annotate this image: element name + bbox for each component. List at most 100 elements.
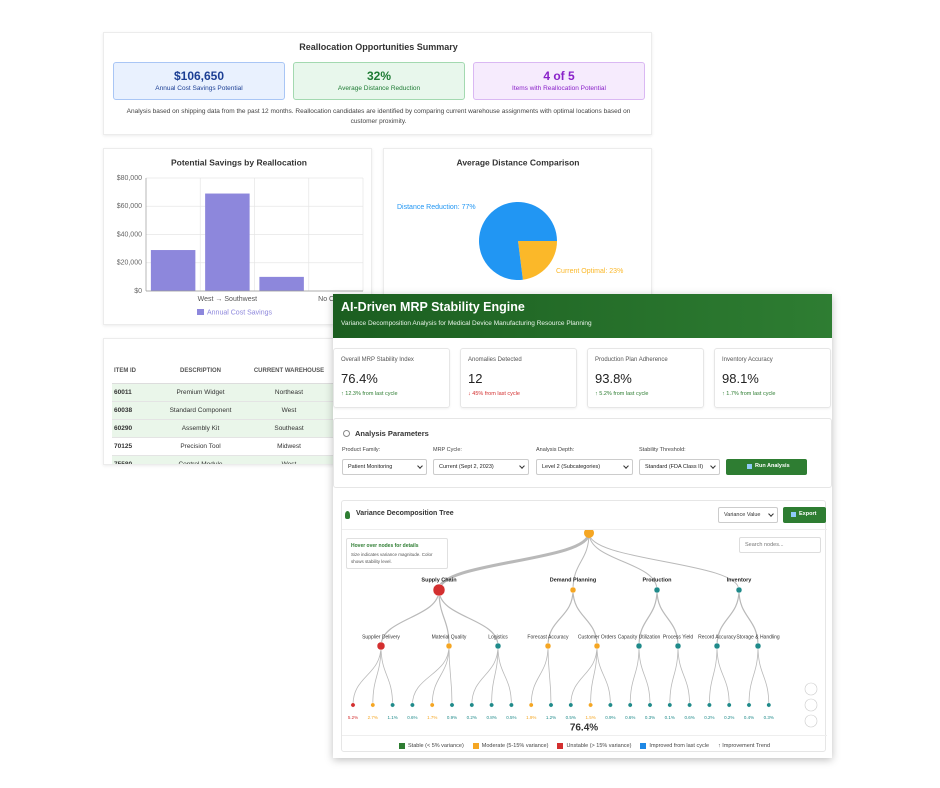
select-chevron — [768, 511, 774, 517]
table-cell: Precision Tool — [180, 443, 221, 450]
select[interactable]: Standard (FDA Class II) — [639, 459, 720, 475]
legend-label: Stable (< 5% variance) — [408, 743, 464, 749]
chart-title: Potential Savings by Reallocation — [171, 157, 307, 167]
tree-link — [438, 589, 499, 647]
leaf-node — [667, 702, 673, 708]
select[interactable]: Level 2 (Subcategories) — [536, 459, 633, 475]
tree-link — [437, 532, 591, 591]
subcategory-node — [713, 642, 721, 650]
search-input[interactable]: Search nodes... — [739, 537, 821, 553]
view-select[interactable]: Variance Value — [718, 507, 778, 523]
leaf-value: 0.4% — [744, 715, 754, 720]
leaf-node — [469, 702, 475, 708]
tree-link — [588, 532, 658, 591]
legend-item: Moderate (5-15% variance) — [472, 741, 548, 751]
y-tick-label: $60,000 — [117, 203, 142, 210]
legend-swatch — [197, 309, 204, 315]
tree-link — [380, 589, 440, 647]
info-title: Hover over nodes for details — [351, 543, 419, 549]
subcategory-label: Supplier Delivery — [362, 634, 400, 640]
tree-link — [491, 645, 499, 706]
tree-link — [656, 589, 679, 647]
table-cell: 75580 — [114, 461, 133, 465]
distance-chart: Average Distance Comparison Distance Redu… — [397, 157, 623, 280]
select-value: Level 2 (Subcategories) — [542, 464, 601, 470]
category-node — [735, 586, 743, 594]
tree-link — [709, 645, 718, 706]
tree-link — [372, 645, 382, 706]
leaf-node — [390, 702, 396, 708]
table-row: 60038 Standard Component West — [112, 402, 339, 420]
bar — [150, 250, 196, 291]
tree-link — [352, 645, 382, 706]
table-cell: Control Module — [178, 461, 223, 465]
table-card: ITEM ID DESCRIPTION CURRENT WAREHOUSE 60011… — [103, 338, 340, 465]
select[interactable]: Patient Monitoring — [342, 459, 427, 475]
metric-value: $106,650 — [173, 69, 225, 83]
x-tick-label: West → Southwest — [198, 296, 257, 303]
bar — [259, 276, 304, 291]
tree-link — [380, 645, 393, 706]
metric-label: Annual Cost Savings Potential — [155, 85, 243, 92]
leaf-node — [627, 702, 633, 708]
zoom-button[interactable] — [804, 714, 818, 728]
table-cell: 60038 — [114, 407, 133, 414]
tree-link — [638, 589, 658, 647]
run-label: Run Analysis — [755, 463, 790, 469]
field-label: MRP Cycle: — [433, 447, 462, 453]
legend-label: ↑ Improvement Trend — [718, 743, 770, 749]
tree-link — [590, 645, 598, 706]
table-header: ITEM ID — [114, 368, 136, 374]
leaf-value: 1.9% — [526, 715, 536, 720]
kpi-value: 98.1% — [722, 371, 759, 386]
tree-link — [716, 589, 740, 647]
leaf-value: 0.6% — [407, 715, 417, 720]
tree-link — [629, 645, 640, 706]
tree-link — [757, 645, 770, 706]
export-button[interactable]: Export — [783, 507, 826, 523]
pie-label: Current Optimal: 23% — [556, 268, 623, 275]
zoom-button[interactable] — [804, 682, 818, 696]
leaf-node — [746, 702, 752, 708]
metric-box: 32% Average Distance Reduction — [293, 62, 465, 100]
root-node — [584, 530, 594, 538]
table-header: DESCRIPTION — [179, 368, 221, 374]
summary-title: Reallocation Opportunities Summary — [299, 42, 458, 52]
subcategory-label: Customer Orders — [578, 634, 617, 640]
leaf-node — [706, 702, 712, 708]
tree-link — [497, 645, 512, 706]
tree-panel: Variance Decomposition Tree Variance Valu… — [341, 500, 827, 752]
select[interactable]: Current (Sept 2, 2023) — [433, 459, 529, 475]
run-button[interactable]: Run Analysis — [726, 459, 807, 475]
pie-label: Distance Reduction: 77% — [397, 204, 476, 211]
tree-link — [748, 645, 759, 706]
leaf-node — [568, 702, 574, 708]
leaf-value: 2.7% — [368, 715, 378, 720]
subcategory-node — [494, 642, 502, 650]
export-icon — [791, 512, 796, 517]
leaf-node — [350, 702, 356, 708]
tree-link — [572, 589, 598, 647]
tree-link — [716, 645, 730, 706]
table-cell: 60011 — [114, 389, 132, 396]
table-cell: West — [281, 461, 297, 465]
tree-link — [412, 645, 450, 706]
zoom-button[interactable] — [804, 698, 818, 712]
leaf-node — [489, 702, 495, 708]
category-node — [569, 586, 577, 594]
table-cell: West — [281, 407, 297, 414]
tree-title: Variance Decomposition Tree — [356, 510, 454, 517]
field-label: Stability Threshold: — [639, 447, 686, 453]
leaf-node — [687, 702, 693, 708]
legend-swatch — [640, 743, 647, 749]
leaf-value: 0.5% — [566, 715, 576, 720]
leaf-node — [607, 702, 613, 708]
savings-card: Potential Savings by Reallocation $0 $20,0… — [103, 148, 372, 325]
subcategory-label: Process Yield — [663, 634, 694, 640]
kpi-label: Anomalies Detected — [468, 357, 522, 363]
savings-chart: Potential Savings by Reallocation $0 $20,0… — [117, 157, 364, 316]
subcategory-label: Capacity Utilization — [618, 634, 661, 640]
leaf-value: 0.8% — [486, 715, 496, 720]
subcategory-node — [445, 642, 453, 650]
leaf-value: 1.2% — [546, 715, 556, 720]
